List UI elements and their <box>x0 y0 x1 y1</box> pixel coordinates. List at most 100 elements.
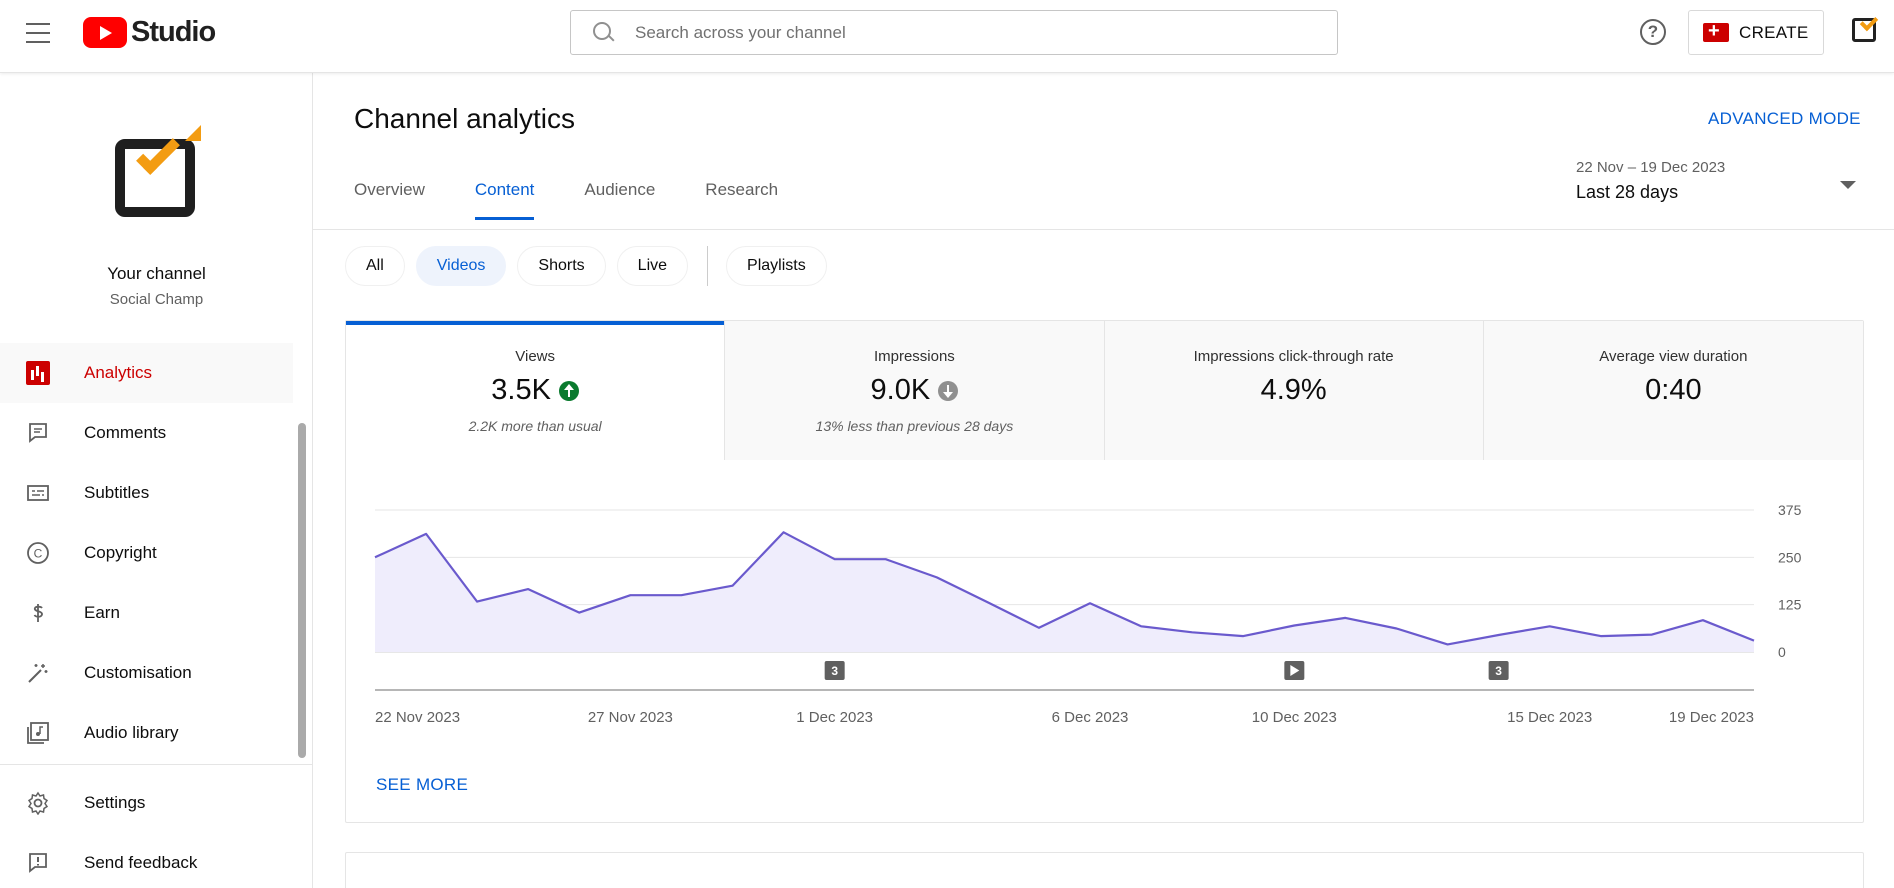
sidebar-item-send-feedback[interactable]: Send feedback <box>0 833 293 888</box>
chip-all[interactable]: All <box>345 246 405 286</box>
tab-audience[interactable]: Audience <box>584 180 656 199</box>
chip-videos[interactable]: Videos <box>415 246 507 286</box>
sidebar-item-label: Subtitles <box>84 483 150 502</box>
date-range-label: Last 28 days <box>1576 182 1679 202</box>
create-label: CREATE <box>1739 22 1809 42</box>
studio-logo[interactable]: Studio <box>83 16 216 49</box>
sidebar-item-copyright[interactable]: C Copyright <box>0 523 293 583</box>
sidebar-item-label: Customisation <box>84 663 192 682</box>
date-range-picker[interactable]: 22 Nov – 19 Dec 2023 Last 28 days <box>1576 159 1866 203</box>
metric-label: Views <box>515 348 555 365</box>
series-area <box>375 532 1754 652</box>
marker-count: 3 <box>831 664 838 678</box>
metric-value: 9.0K <box>870 374 931 406</box>
sidebar-item-earn[interactable]: Earn <box>0 583 293 643</box>
metric-avg-view-duration[interactable]: Average view duration 0:40 <box>1483 321 1863 460</box>
metric-value: 3.5K <box>491 374 551 406</box>
subtitles-icon <box>26 481 50 505</box>
metric-comparison: 2.2K more than usual <box>468 418 602 434</box>
y-tick-label: 375 <box>1778 502 1802 518</box>
page-title: Channel analytics <box>354 103 576 134</box>
feedback-icon <box>26 851 50 875</box>
sidebar-item-subtitles[interactable]: Subtitles <box>0 463 293 523</box>
metric-label: Impressions click-through rate <box>1193 348 1394 365</box>
sidebar-item-settings[interactable]: Settings <box>0 773 293 833</box>
sidebar-item-label: Audio library <box>84 723 179 742</box>
search-bar[interactable] <box>570 10 1338 55</box>
sidebar-item-label: Comments <box>84 423 167 442</box>
search-icon <box>593 21 615 44</box>
metric-value: 0:40 <box>1645 374 1702 406</box>
sidebar-scrollbar[interactable] <box>298 423 306 758</box>
sidebar-item-label: Copyright <box>84 543 157 562</box>
magic-wand-icon <box>26 661 50 685</box>
sidebar-item-analytics[interactable]: Analytics <box>0 343 293 403</box>
metric-tabs: Views 3.5K 2.2K more than usual Impressi… <box>346 321 1863 460</box>
tab-research[interactable]: Research <box>705 180 779 199</box>
metric-comparison: 13% less than previous 28 days <box>815 418 1014 434</box>
metric-value: 4.9% <box>1260 374 1327 406</box>
channel-avatar[interactable] <box>113 125 203 217</box>
views-chart[interactable]: 0 125 250 375 3 3 22 Nov 2023 27 Nov 2023 1 Dec … <box>346 460 1863 760</box>
x-tick-label: 19 Dec 2023 <box>1669 709 1754 726</box>
chip-playlists[interactable]: Playlists <box>726 246 827 286</box>
account-avatar[interactable] <box>1852 18 1876 42</box>
music-library-icon <box>26 721 50 745</box>
copyright-icon: C <box>26 541 50 565</box>
metric-views[interactable]: Views 3.5K 2.2K more than usual <box>346 321 726 460</box>
event-marker <box>824 661 845 680</box>
x-tick-label: 6 Dec 2023 <box>1052 709 1129 726</box>
chevron-down-icon <box>1840 181 1856 189</box>
sidebar-item-comments[interactable]: Comments <box>0 403 293 463</box>
x-tick-label: 15 Dec 2023 <box>1507 709 1592 726</box>
metric-label: Impressions <box>873 348 955 365</box>
sidebar-item-customisation[interactable]: Customisation <box>0 643 293 703</box>
divider <box>707 246 709 286</box>
content-type-filters: All Videos Shorts Live Playlists <box>345 246 838 286</box>
chip-shorts[interactable]: Shorts <box>517 246 606 286</box>
search-input[interactable] <box>635 22 1315 43</box>
logo-text: Studio <box>131 16 216 48</box>
comments-icon <box>26 421 50 445</box>
x-tick-label: 22 Nov 2023 <box>375 709 460 726</box>
youtube-logo-icon <box>83 17 127 48</box>
metric-label: Average view duration <box>1599 348 1748 365</box>
tab-overview[interactable]: Overview <box>354 180 425 199</box>
date-range-dates: 22 Nov – 19 Dec 2023 <box>1576 159 1726 176</box>
x-tick-label: 10 Dec 2023 <box>1252 709 1337 726</box>
sidebar-item-label: Settings <box>84 793 146 812</box>
arrow-down-icon <box>938 380 959 401</box>
metrics-card: Views 3.5K 2.2K more than usual Impressi… <box>345 320 1864 823</box>
event-marker <box>1488 661 1509 680</box>
chip-live[interactable]: Live <box>616 246 689 286</box>
metric-impressions[interactable]: Impressions 9.0K 13% less than previous … <box>725 321 1105 460</box>
y-tick-label: 250 <box>1778 549 1802 565</box>
create-video-icon <box>1703 20 1729 43</box>
sidebar-item-label: Send feedback <box>84 853 198 872</box>
series-line <box>374 531 1755 646</box>
marker-count: 3 <box>1495 664 1502 678</box>
your-channel-label: Your channel <box>107 264 206 283</box>
advanced-mode-button[interactable]: ADVANCED MODE <box>1708 109 1861 128</box>
see-more-button[interactable]: SEE MORE <box>376 775 469 794</box>
play-icon <box>1290 665 1300 676</box>
x-tick-label: 27 Nov 2023 <box>588 709 673 726</box>
tab-content[interactable]: Content <box>474 180 534 220</box>
y-tick-label: 125 <box>1778 597 1802 613</box>
top-bar: Studio ? CREATE <box>0 0 1894 73</box>
create-button[interactable]: CREATE <box>1688 10 1824 55</box>
sidebar-item-audio-library[interactable]: Audio library <box>0 703 293 763</box>
sidebar-nav: Analytics Comments Subtitles C Copyright… <box>0 343 293 763</box>
sidebar-bottom-nav: Settings Send feedback <box>0 773 293 888</box>
x-tick-label: 1 Dec 2023 <box>796 709 873 726</box>
metric-ctr[interactable]: Impressions click-through rate 4.9% <box>1104 321 1484 460</box>
secondary-card <box>345 852 1864 888</box>
sidebar-item-label: Analytics <box>84 363 153 382</box>
arrow-up-icon <box>558 380 579 401</box>
sidebar-item-label: Earn <box>84 603 120 622</box>
help-icon[interactable]: ? <box>1640 19 1666 45</box>
channel-name: Social Champ <box>109 291 204 308</box>
svg-text:C: C <box>34 547 43 561</box>
dollar-icon <box>26 601 50 625</box>
menu-icon[interactable] <box>26 20 52 46</box>
